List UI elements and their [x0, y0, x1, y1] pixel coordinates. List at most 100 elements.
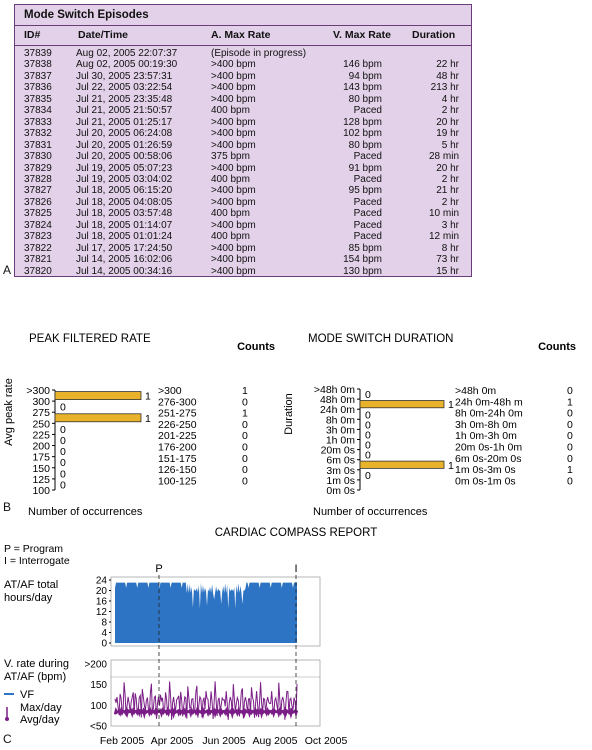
counts-value: 0	[567, 385, 573, 397]
counts-category: 6m 0s-20m 0s	[455, 453, 522, 465]
cell-dt: Jul 21, 2005 23:35:48	[76, 93, 173, 105]
cell-id: 37830	[24, 151, 52, 163]
hist-bar	[54, 391, 142, 400]
cell-vmax: 143 bpm	[343, 82, 382, 94]
panel-label-b: B	[3, 500, 12, 514]
af-tick-label: 8	[101, 618, 107, 629]
hist-bar-value: 1	[145, 413, 151, 425]
table-row: 37832 Jul 20, 2005 06:24:08 >400 bpm 102 bp…	[15, 128, 471, 140]
cell-dt: Jul 18, 2005 06:15:20	[76, 185, 173, 197]
hist-bar-value: 1	[448, 460, 454, 472]
counts-value: 0	[567, 430, 573, 442]
counts-value: 0	[242, 475, 248, 487]
counts-header: Counts	[538, 341, 576, 353]
cell-id: 37823	[24, 231, 52, 243]
hist-tick-label: 1h 0m	[326, 435, 355, 447]
vrate-max-line	[114, 681, 298, 720]
cell-dt: Jul 21, 2005 21:50:57	[76, 105, 173, 117]
table-row: 37829 Jul 19, 2005 05:07:23 >400 bpm 91 bpm…	[15, 163, 471, 175]
table-row: 37824 Jul 18, 2005 01:14:07 >400 bpm Paced 3…	[15, 220, 471, 232]
table-row: 37821 Jul 14, 2005 16:02:06 >400 bpm 154 bp…	[15, 254, 471, 266]
hist-xlabel: Number of occurrences	[313, 506, 428, 518]
cell-id: 37828	[24, 173, 52, 185]
hist-bar-value: 0	[365, 440, 371, 452]
cell-dur: 4 hr	[441, 93, 459, 105]
panel-label-a: A	[3, 263, 12, 277]
vrate-tick-label: 100	[90, 701, 107, 712]
hist-bar-value: 0	[60, 435, 66, 447]
counts-value: 1	[242, 385, 248, 397]
panel-label-c: C	[3, 732, 12, 746]
hist-tick-label: 300	[32, 396, 50, 408]
hist-bar-value: 0	[60, 446, 66, 458]
mode-switch-episodes-table: Mode Switch Episodes ID# Date/Time A. Ma…	[14, 4, 472, 277]
af-tick-label: 24	[96, 576, 108, 587]
cell-amax: 400 bpm	[211, 231, 250, 243]
hist-bar-value: 0	[60, 468, 66, 480]
table-row: 37835 Jul 21, 2005 23:35:48 >400 bpm 80 bpm…	[15, 94, 471, 106]
table-row: 37822 Jul 17, 2005 17:24:50 >400 bpm 85 bpm…	[15, 243, 471, 255]
cell-dur: 2 hr	[441, 105, 459, 117]
counts-category: 3h 0m-8h 0m	[455, 419, 517, 431]
cell-dur: 3 hr	[441, 219, 459, 231]
cell-vmax: 94 bpm	[348, 70, 382, 82]
cell-dur: 20 hr	[436, 116, 459, 128]
cell-dt: Jul 19, 2005 03:04:02	[76, 173, 173, 185]
hist-bar-value: 0	[365, 450, 371, 462]
table-row: 37828 Jul 19, 2005 03:04:02 400 bpm Paced 2 …	[15, 174, 471, 186]
table-row: 37837 Jul 30, 2005 23:57:31 >400 bpm 94 bpm…	[15, 71, 471, 83]
vrate-plot-frame	[110, 659, 321, 727]
hist-tick-label: >300	[26, 385, 50, 397]
legend-avg: Avg/day	[20, 714, 60, 726]
cell-id: 37821	[24, 254, 52, 266]
hist-tick-label: 48h 0m	[320, 394, 355, 406]
table-row: 37836 Jul 22, 2005 03:22:54 >400 bpm 143 bp…	[15, 82, 471, 94]
counts-value: 0	[242, 430, 248, 442]
cell-dur: 21 hr	[436, 185, 459, 197]
af-hours-label-2: hours/day	[4, 592, 53, 604]
cell-vmax: Paced	[353, 105, 382, 117]
counts-value: 0	[567, 453, 573, 465]
table-row: 37825 Jul 18, 2005 03:57:48 400 bpm Paced 10…	[15, 208, 471, 220]
cell-id: 37839	[24, 48, 52, 59]
vrate-tick-label: 150	[90, 680, 107, 691]
counts-value: 0	[567, 442, 573, 454]
table-row: 37820 Jul 14, 2005 00:34:16 >400 bpm 130 bp…	[15, 266, 471, 278]
counts-category: 126-150	[158, 464, 197, 476]
hist-tick-label: 0m 0s	[326, 485, 355, 497]
cell-vmax: 91 bpm	[348, 162, 382, 174]
cell-amax: >400 bpm	[211, 162, 256, 174]
cell-amax: 400 bpm	[211, 105, 250, 117]
hist-tick-label: 20m 0s	[321, 445, 355, 457]
cell-id: 37837	[24, 70, 52, 82]
cell-id: 37820	[24, 265, 52, 277]
af-hours-area	[115, 582, 297, 643]
cell-vmax: Paced	[353, 151, 382, 163]
hist-tick-label: 3m 0s	[326, 465, 355, 477]
af-tick-label: 0	[101, 639, 107, 650]
hist-ylabel: Avg peak rate	[3, 378, 15, 446]
hist-ylabel: Duration	[283, 393, 295, 435]
col-header-vmax: V. Max Rate	[333, 29, 391, 41]
cell-vmax: 130 bpm	[343, 265, 382, 277]
counts-category: 1m 0s-3m 0s	[455, 464, 516, 476]
x-tick-label: Feb 2005	[100, 735, 145, 747]
cell-amax: (Episode in progress)	[211, 48, 307, 59]
cell-dur: 12 min	[428, 231, 459, 243]
hist-bar-value: 0	[365, 409, 371, 421]
hist-bar	[359, 400, 445, 409]
cell-amax: 375 bpm	[211, 151, 250, 163]
cell-dur: 2 hr	[441, 173, 459, 185]
cell-amax: >400 bpm	[211, 82, 256, 94]
counts-value: 0	[242, 442, 248, 454]
compass-title: CARDIAC COMPASS REPORT	[215, 527, 378, 539]
hist-tick-label: >48h 0m	[314, 384, 355, 396]
cell-dt: Jul 18, 2005 04:08:05	[76, 196, 173, 208]
cell-id: 37831	[24, 139, 52, 151]
counts-category: 151-175	[158, 453, 197, 465]
cell-vmax: Paced	[353, 196, 382, 208]
x-tick-label: Aug 2005	[253, 735, 298, 747]
cell-dur: 28 min	[428, 151, 459, 163]
table-row: 37839 Aug 02, 2005 22:07:37 (Episode in pr…	[15, 48, 471, 60]
